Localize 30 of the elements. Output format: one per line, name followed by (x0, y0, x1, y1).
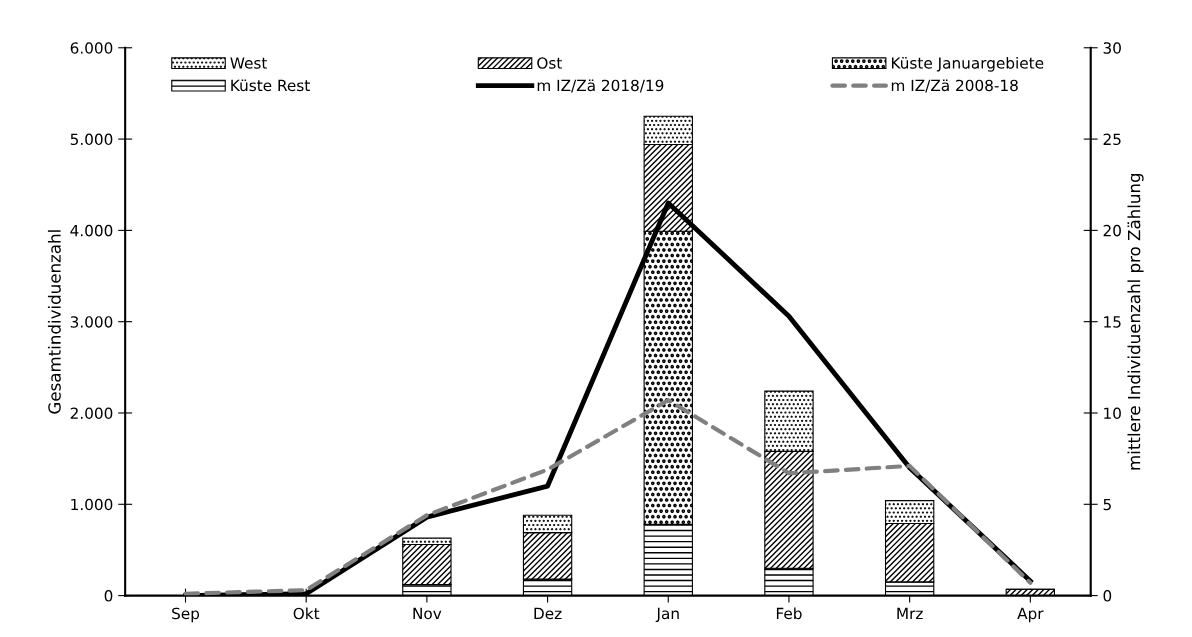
x-tick-label: Jan (655, 607, 679, 623)
legend-label: Küste Januargebiete (891, 56, 1044, 72)
x-tick-label: Dez (534, 607, 562, 620)
y-tick-label: 3.000 (70, 316, 113, 328)
x-tick-label: Nov (413, 607, 442, 620)
x-tick-label: Okt (293, 607, 320, 620)
y-tick-label: 0 (104, 590, 113, 602)
y-tick-label: 6.000 (70, 42, 113, 54)
y2-tick-label: 15 (1104, 316, 1121, 328)
y-tick-label: 5.000 (70, 133, 113, 146)
legend-label: West (230, 57, 268, 69)
y2-tick-label: 30 (1103, 42, 1121, 54)
legend-label: m IZ/Zä 2018/19 (537, 79, 664, 93)
y2-axis-title: mittlere Individuenzahl pro Zählung (1127, 173, 1144, 470)
y-axis-title: Gesamtindividuenzahl (47, 230, 61, 414)
y2-tick-label: 0 (1103, 590, 1112, 602)
y-tick-label: 1.000 (71, 498, 113, 511)
x-tick-label: Apr (1017, 607, 1044, 623)
y2-tick-label: 20 (1103, 224, 1121, 237)
y2-tick-label: 10 (1104, 407, 1121, 420)
y-tick-label: 4.000 (70, 224, 113, 237)
x-tick-label: Feb (776, 607, 802, 620)
legend-label: m IZ/Zä 2008-18 (891, 79, 1018, 93)
legend-label: Ost (537, 57, 562, 69)
y-tick-label: 2.000 (70, 407, 113, 420)
y2-tick-label: 5 (1103, 498, 1111, 511)
x-tick-label: Sep (172, 607, 200, 623)
x-tick-label: Mrz (897, 607, 923, 620)
legend-label: Küste Rest (231, 79, 310, 92)
y2-tick-label: 25 (1103, 133, 1121, 146)
